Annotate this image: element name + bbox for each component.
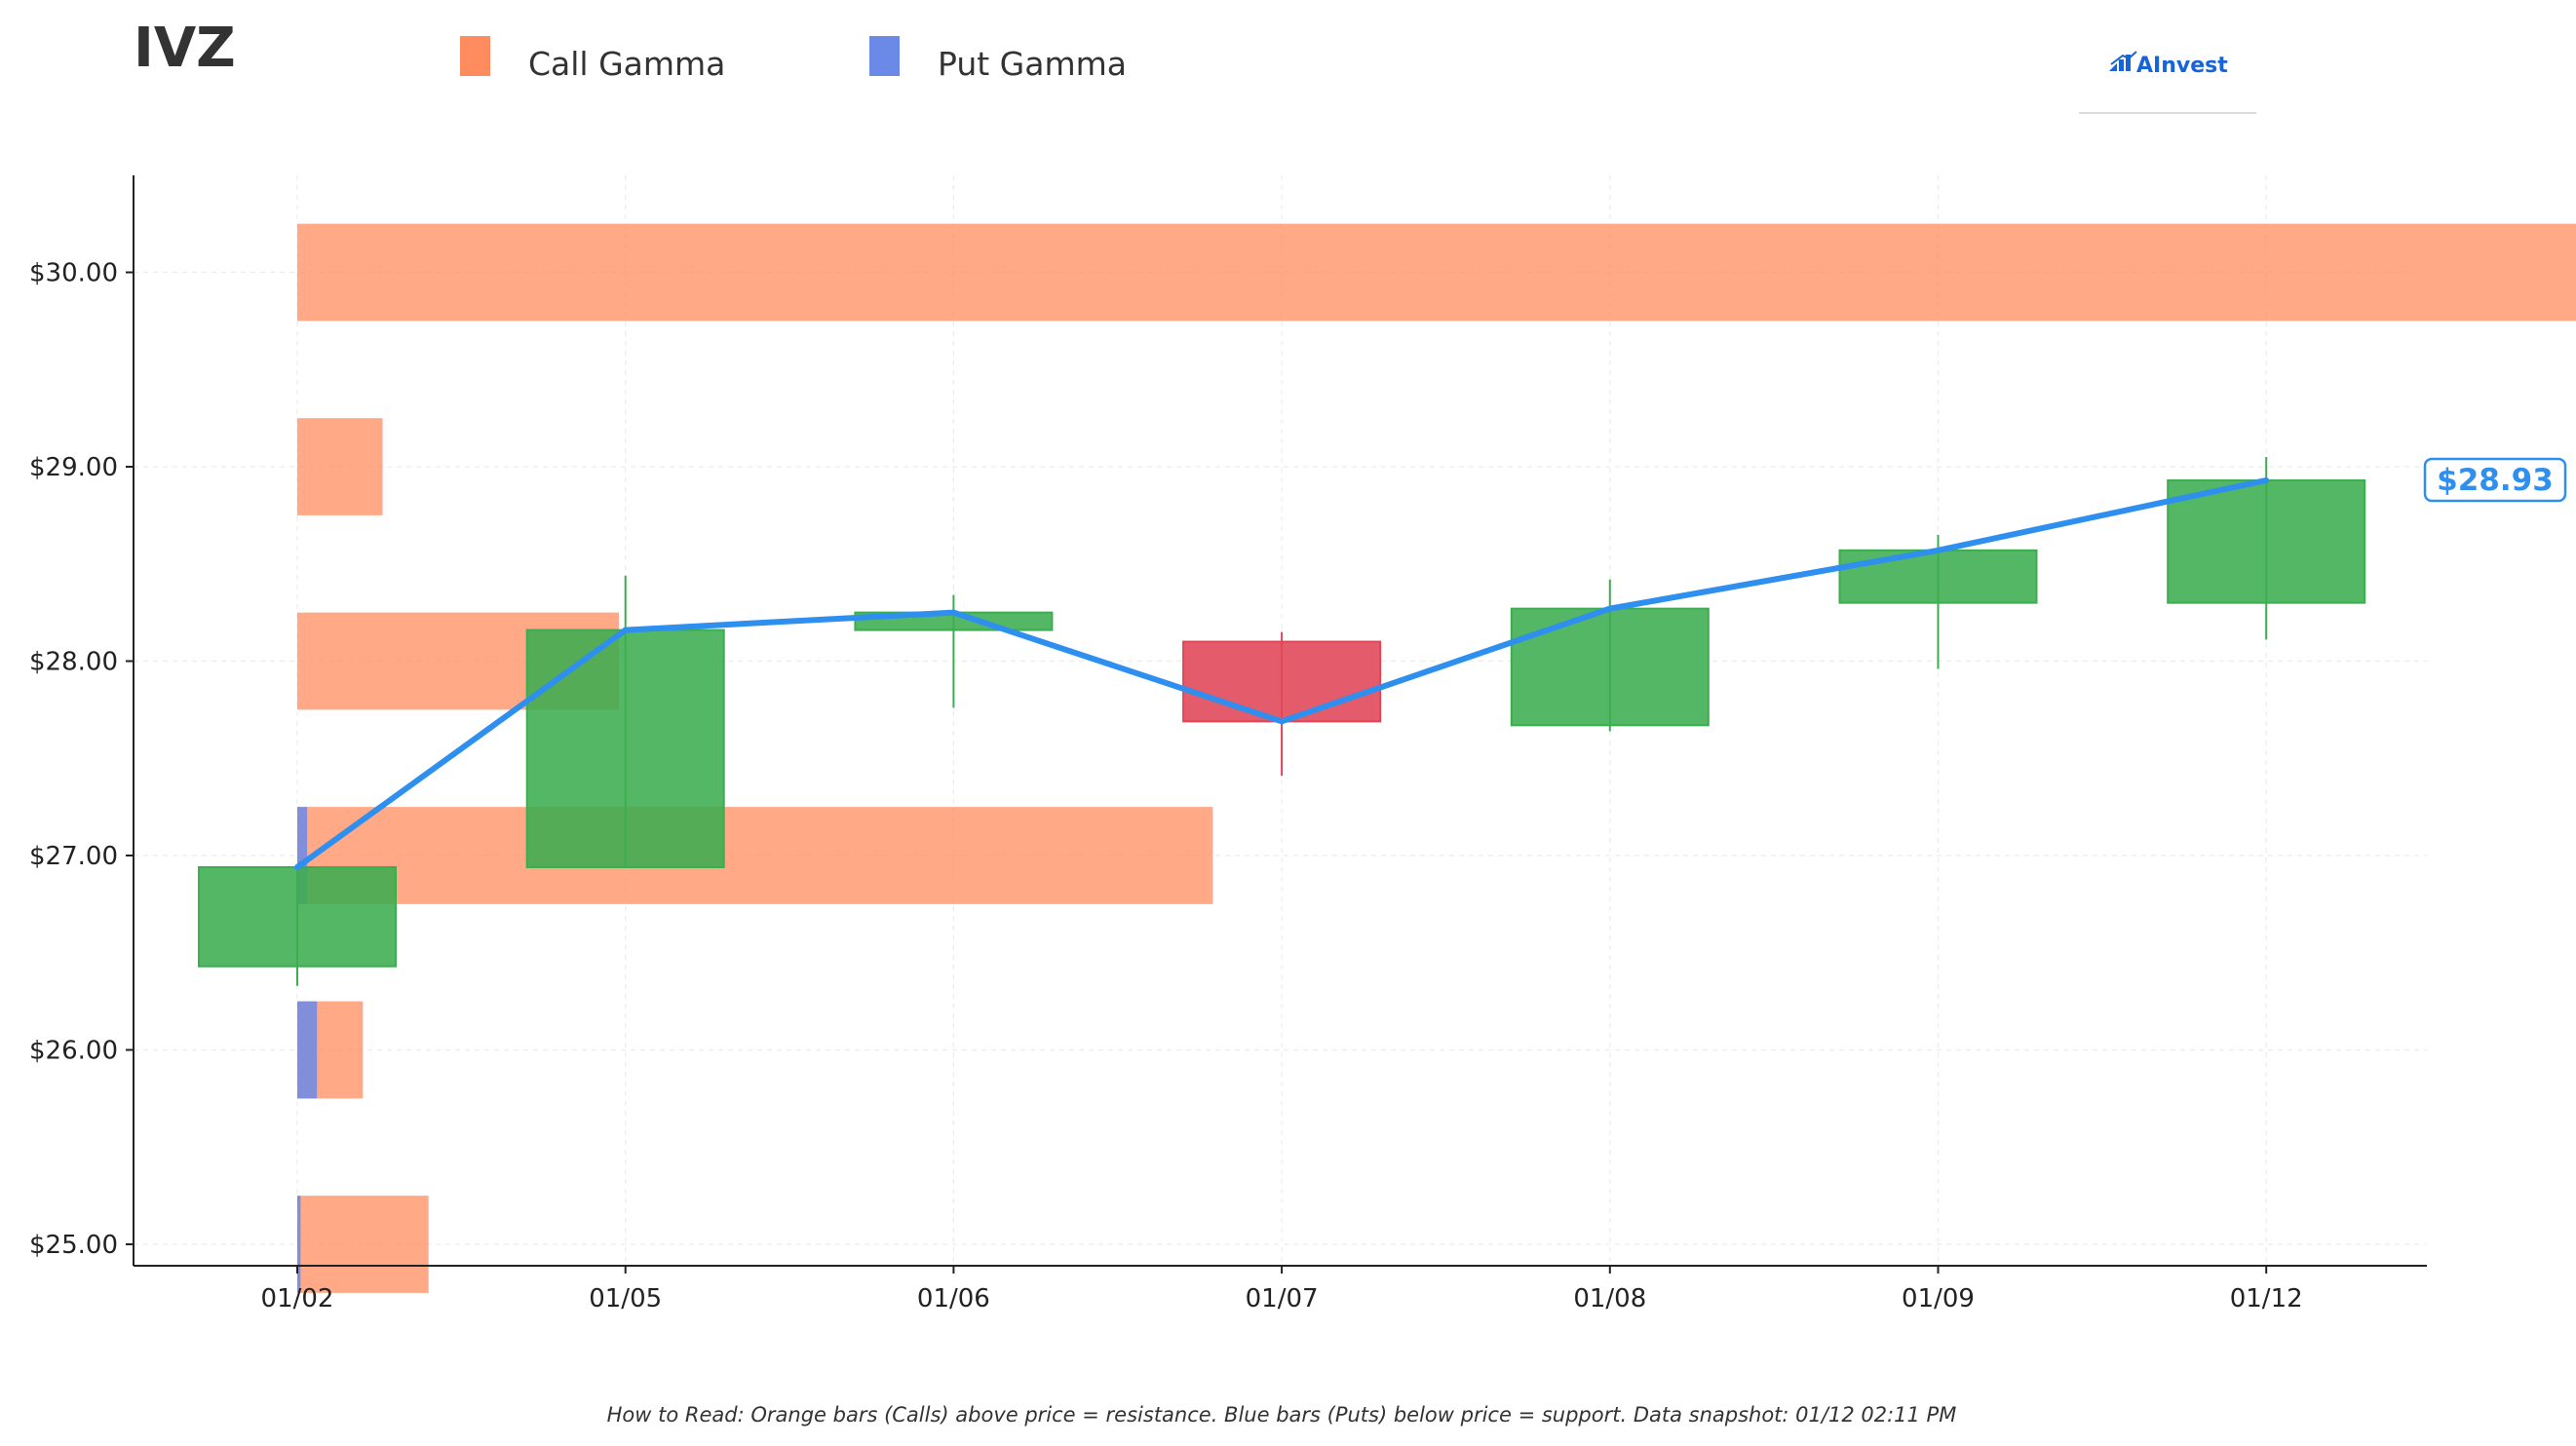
call-gamma-bar xyxy=(297,1196,429,1293)
x-tick-label: 01/12 xyxy=(2230,1284,2303,1313)
y-ticks: $25.00 $26.00 $27.00 $28.00 $29.00 $30.00 xyxy=(29,259,134,1260)
y-tick-label: $27.00 xyxy=(29,842,118,871)
gamma-bars xyxy=(297,223,2576,1293)
put-gamma-bar xyxy=(297,1001,318,1099)
candle-body xyxy=(2167,478,2366,604)
brand-logo: AInvest xyxy=(2079,51,2256,114)
chart-bars-icon xyxy=(2109,51,2137,71)
price-line-series xyxy=(294,476,2270,870)
brand-name: AInvest xyxy=(2136,54,2228,78)
candle-body xyxy=(525,628,725,868)
footer-note: How to Read: Orange bars (Calls) above p… xyxy=(607,1403,1957,1427)
current-price-tag: $28.93 xyxy=(2423,457,2567,503)
x-tick-label: 01/08 xyxy=(1573,1284,1646,1313)
axes xyxy=(133,175,2427,1267)
candle-body xyxy=(197,865,398,968)
legend: Call Gamma Put Gamma xyxy=(460,36,1127,83)
candle-body xyxy=(1838,549,2038,604)
legend-call-label: Call Gamma xyxy=(528,45,725,83)
call-gamma-bar xyxy=(297,807,1213,904)
price-tag-label: $28.93 xyxy=(2437,463,2554,498)
y-tick-label: $25.00 xyxy=(29,1231,118,1260)
legend-call-swatch xyxy=(460,36,490,76)
x-tick-label: 01/07 xyxy=(1246,1284,1319,1313)
y-tick-label: $29.00 xyxy=(29,453,118,482)
x-tick-label: 01/09 xyxy=(1902,1284,1975,1313)
legend-put-label: Put Gamma xyxy=(938,45,1127,83)
y-tick-label: $28.00 xyxy=(29,648,118,677)
price-line xyxy=(294,476,2270,870)
put-gamma-bar xyxy=(297,1196,301,1293)
ticker-title: IVZ xyxy=(134,17,236,80)
candle-body xyxy=(1182,640,1382,723)
x-tick-label: 01/05 xyxy=(589,1284,662,1313)
candle-body xyxy=(1510,607,1710,727)
legend-put-swatch xyxy=(869,36,900,76)
x-ticks: 01/02 01/05 01/06 01/07 01/08 01/09 01/12 xyxy=(261,1266,2303,1313)
call-gamma-bar xyxy=(297,223,2576,322)
y-tick-label: $26.00 xyxy=(29,1037,118,1066)
y-tick-label: $30.00 xyxy=(29,259,118,288)
x-tick-label: 01/02 xyxy=(261,1284,334,1313)
price-tag-box xyxy=(2423,457,2567,503)
put-gamma-bar xyxy=(297,807,308,904)
call-gamma-bar xyxy=(297,418,383,515)
x-tick-label: 01/06 xyxy=(917,1284,990,1313)
